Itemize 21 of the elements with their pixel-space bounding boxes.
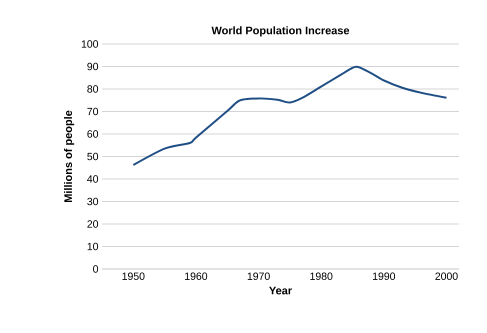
x-tick-label: 1980	[310, 272, 332, 280]
y-tick-label: 100	[82, 40, 98, 48]
y-tick-label: 50	[87, 152, 98, 160]
x-tick-label: 1990	[373, 272, 396, 280]
y-tick-label: 0	[93, 265, 98, 273]
y-tick-label: 90	[87, 62, 98, 70]
x-tick-label: 1950	[122, 272, 145, 280]
x-tick-label: 1960	[185, 272, 208, 280]
y-tick-label: 30	[87, 198, 98, 206]
y-tick-label: 40	[87, 175, 98, 183]
y-tick-label: 10	[88, 242, 98, 250]
x-tick-label: 2000	[435, 272, 458, 280]
y-tick-label: 70	[87, 108, 98, 116]
x-axis-title: Year	[269, 286, 292, 294]
y-axis-title: Millions of people	[64, 110, 74, 202]
y-tick-label: 80	[87, 85, 98, 93]
x-tick-label: 1970	[248, 272, 270, 280]
y-tick-label: 20	[87, 220, 98, 228]
chart-title: World Population Increase	[212, 26, 350, 36]
y-tick-label: 60	[87, 130, 98, 138]
line-series	[132, 66, 448, 166]
